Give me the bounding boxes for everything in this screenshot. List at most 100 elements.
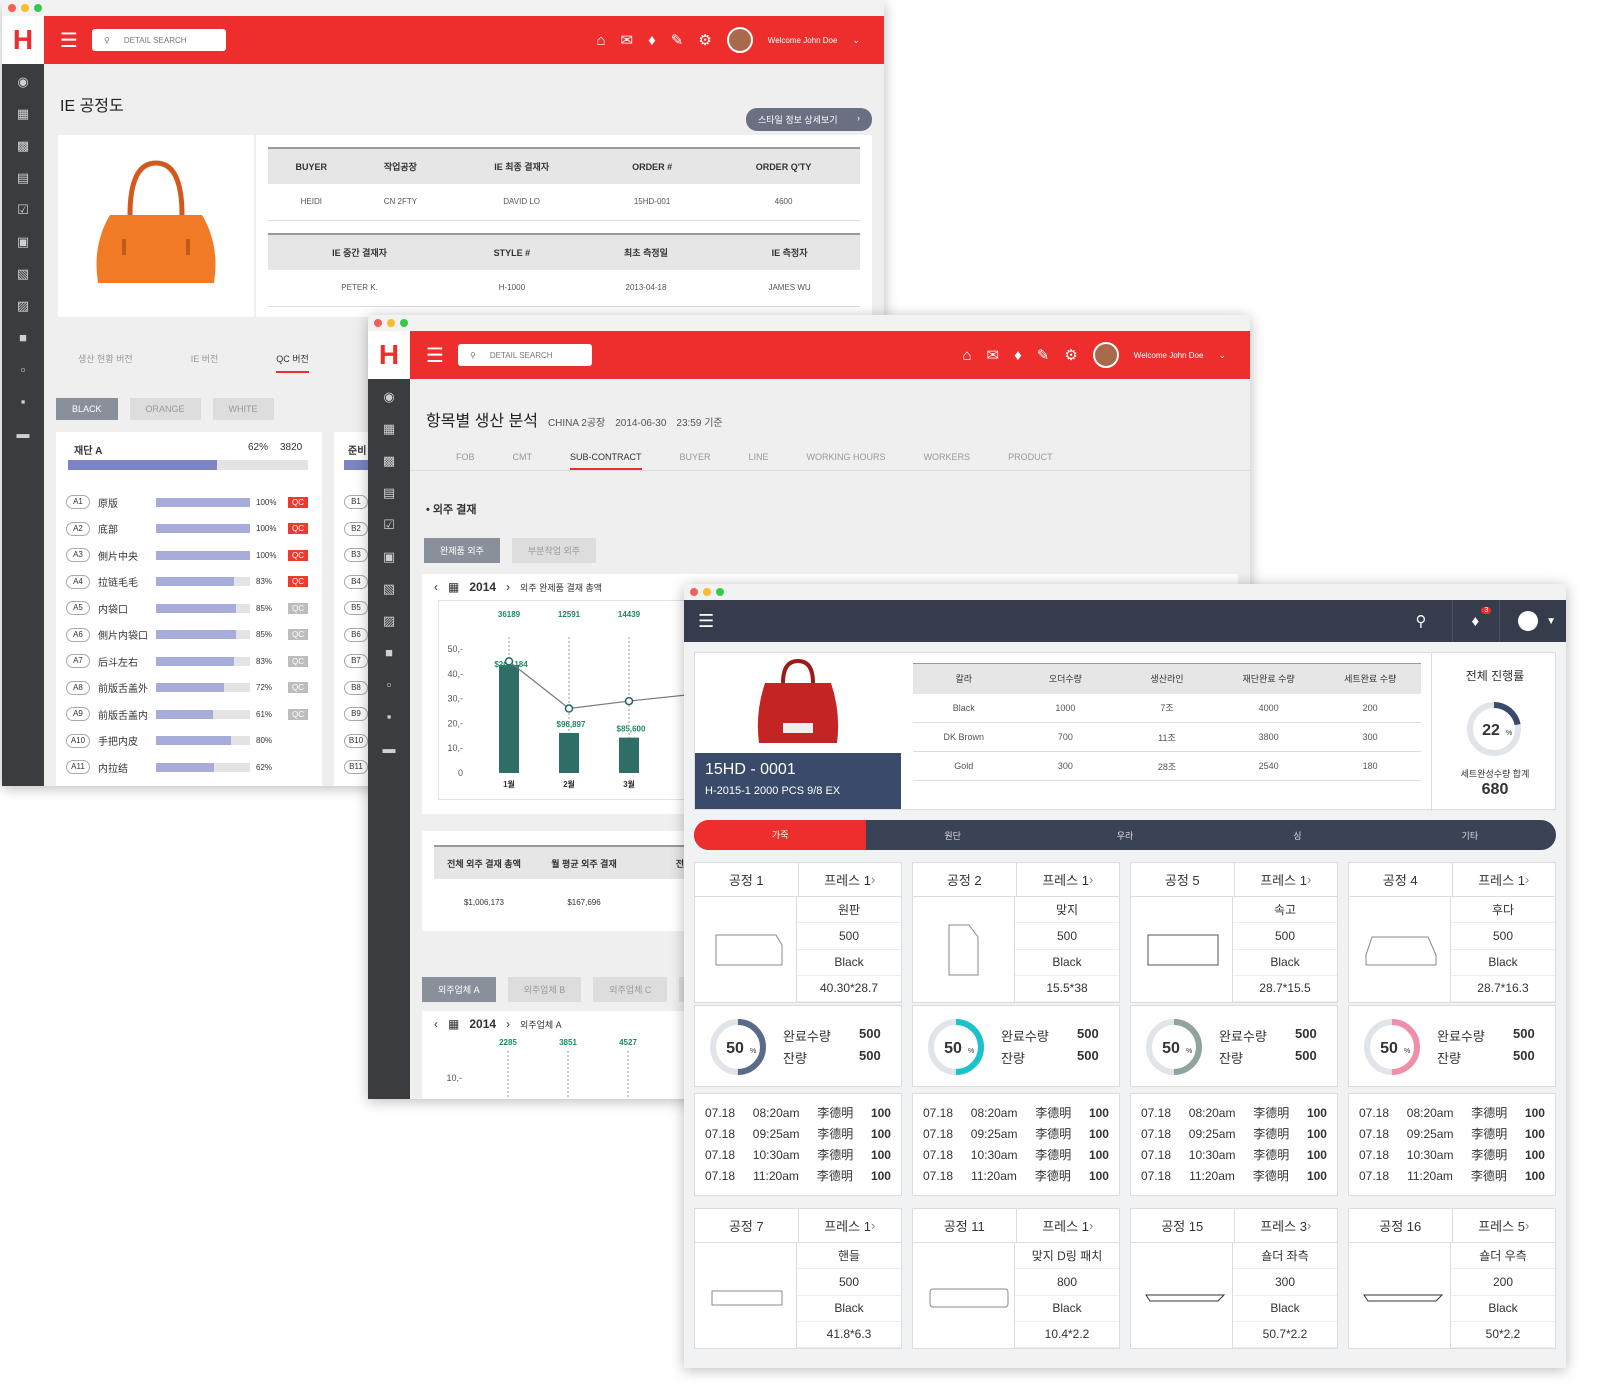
color-chip[interactable]: ORANGE: [130, 398, 201, 420]
maximize-dot[interactable]: [34, 4, 42, 12]
table-row[interactable]: Gold 300 28조 2540 180: [913, 752, 1421, 781]
press-button[interactable]: 프레스 1 ›: [799, 1209, 902, 1242]
checklist-icon[interactable]: ☑: [13, 202, 33, 222]
grid-icon[interactable]: ▩: [13, 138, 33, 158]
process-card[interactable]: 공정 4 프레스 1 › 후다 500 Black 28.7*16.3: [1348, 862, 1556, 1003]
user-avatar[interactable]: [1518, 611, 1538, 631]
process-card[interactable]: 공정 11 프레스 1 › 맞지 D링 패치 800 Black 10.4*2.2: [912, 1208, 1120, 1349]
trend-point[interactable]: [626, 698, 633, 705]
bar[interactable]: [559, 733, 579, 773]
process-card[interactable]: 공정 16 프레스 5 › 숄더 우측 200 Black 50*2.2: [1348, 1208, 1556, 1349]
bag-icon[interactable]: ▣: [13, 234, 33, 254]
chevron-down-icon[interactable]: ⌄: [852, 35, 860, 46]
material-tab[interactable]: 원단: [866, 829, 1038, 842]
image-icon[interactable]: ▫: [13, 362, 33, 382]
trend-point[interactable]: [506, 658, 513, 665]
list-item[interactable]: A1 原版 100% QC: [66, 492, 316, 512]
list-item[interactable]: A10 手把内皮 80%: [66, 731, 316, 751]
chevron-down-icon[interactable]: ⌄: [1218, 350, 1226, 361]
trend-point[interactable]: [566, 705, 573, 712]
close-dot[interactable]: [8, 4, 16, 12]
minimize-dot[interactable]: [21, 4, 29, 12]
search-input[interactable]: ⚲ DETAIL SEARCH: [458, 344, 592, 366]
tab-version[interactable]: IE 버전: [191, 352, 219, 373]
press-button[interactable]: 프레스 5 ›: [1453, 1209, 1556, 1242]
contract-chip[interactable]: 부분작업 외주: [512, 538, 596, 563]
prev-year-icon[interactable]: ‹: [434, 580, 438, 594]
avatar[interactable]: [1093, 342, 1119, 368]
tab-analysis[interactable]: BUYER: [680, 452, 711, 470]
tab-version[interactable]: 생산 현황 버전: [78, 352, 133, 373]
qc-badge[interactable]: QC: [288, 603, 308, 614]
qc-badge[interactable]: QC: [288, 497, 308, 508]
qc-badge[interactable]: QC: [288, 629, 308, 640]
bar[interactable]: [619, 738, 639, 773]
qc-badge[interactable]: QC: [288, 682, 308, 693]
tab-version[interactable]: QC 버전: [276, 352, 309, 373]
globe-icon[interactable]: ◉: [13, 74, 33, 94]
material-tab[interactable]: 기타: [1384, 829, 1556, 842]
image-icon[interactable]: ▫: [379, 677, 399, 697]
menu-icon[interactable]: ☰: [60, 28, 82, 53]
tab-analysis[interactable]: WORKERS: [924, 452, 971, 470]
press-button[interactable]: 프레스 1 ›: [1235, 863, 1338, 896]
tab-analysis[interactable]: LINE: [749, 452, 769, 470]
user-card-icon[interactable]: ■: [13, 330, 33, 350]
table-icon[interactable]: ▬: [379, 741, 399, 761]
press-button[interactable]: 프레스 1 ›: [1453, 863, 1556, 896]
material-tab[interactable]: 가죽: [694, 820, 866, 850]
bell-icon[interactable]: ♦: [648, 32, 656, 49]
table-row[interactable]: Black 1000 7조 4000 200: [913, 694, 1421, 723]
calendar-icon[interactable]: ▦: [13, 106, 33, 126]
app-logo[interactable]: H: [368, 331, 410, 379]
qc-badge[interactable]: QC: [288, 709, 308, 720]
close-dot[interactable]: [374, 319, 382, 327]
list-item[interactable]: A5 内袋口 85% QC: [66, 598, 316, 618]
chart-icon[interactable]: ▪: [379, 709, 399, 729]
app-logo[interactable]: H: [2, 16, 44, 64]
list-item[interactable]: A7 后斗左右 83% QC: [66, 651, 316, 671]
mail-icon[interactable]: ✉: [621, 31, 634, 49]
gear-icon[interactable]: ⚙: [1064, 346, 1077, 364]
color-chip[interactable]: WHITE: [213, 398, 274, 420]
list-item[interactable]: A2 底部 100% QC: [66, 519, 316, 539]
menu-icon[interactable]: ☰: [698, 611, 714, 632]
home-icon[interactable]: ⌂: [596, 32, 605, 49]
calendar-icon[interactable]: ▦: [379, 421, 399, 441]
contract-chip[interactable]: 완제품 외주: [424, 538, 500, 563]
search-icon[interactable]: ⚲: [1415, 612, 1426, 630]
list-item[interactable]: A8 前版舌盖外 72% QC: [66, 678, 316, 698]
layers-icon[interactable]: ▤: [13, 170, 33, 190]
tab-analysis[interactable]: CMT: [513, 452, 533, 470]
process-card[interactable]: 공정 15 프레스 3 › 숄더 좌측 300 Black 50.7*2.2: [1130, 1208, 1338, 1349]
tab-analysis[interactable]: FOB: [456, 452, 475, 470]
style-detail-button[interactable]: 스타일 정보 상세보기 ›: [746, 108, 872, 131]
material-tab[interactable]: 우라: [1039, 829, 1211, 842]
mail-icon[interactable]: ✉: [987, 346, 1000, 364]
grid-icon[interactable]: ▩: [379, 453, 399, 473]
next-year-icon[interactable]: ›: [506, 580, 510, 594]
vendor-chip[interactable]: 외주업체 C: [593, 977, 667, 1002]
menu-icon[interactable]: ☰: [426, 343, 448, 368]
welcome-text[interactable]: Welcome John Doe: [1134, 351, 1204, 360]
welcome-text[interactable]: Welcome John Doe: [768, 36, 838, 45]
qc-badge[interactable]: QC: [288, 656, 308, 667]
report-icon[interactable]: ▧: [13, 266, 33, 286]
truck-icon[interactable]: ▨: [379, 613, 399, 633]
layers-icon[interactable]: ▤: [379, 485, 399, 505]
truck-icon[interactable]: ▨: [13, 298, 33, 318]
material-tab[interactable]: 싱: [1211, 829, 1383, 842]
tab-analysis[interactable]: PRODUCT: [1008, 452, 1053, 470]
process-card[interactable]: 공정 2 프레스 1 › 맞지 500 Black 15.5*38: [912, 862, 1120, 1003]
tab-analysis[interactable]: WORKING HOURS: [807, 452, 886, 470]
bar[interactable]: [499, 665, 519, 773]
process-card[interactable]: 공정 1 프레스 1 › 원판 500 Black 40.30*28.7: [694, 862, 902, 1003]
user-card-icon[interactable]: ■: [379, 645, 399, 665]
pencil-icon[interactable]: ✎: [671, 31, 684, 49]
press-button[interactable]: 프레스 1 ›: [1017, 1209, 1120, 1242]
chart-icon[interactable]: ▪: [13, 394, 33, 414]
bell-icon[interactable]: ♦: [1014, 347, 1022, 364]
globe-icon[interactable]: ◉: [379, 389, 399, 409]
color-chip[interactable]: BLACK: [56, 398, 118, 420]
close-dot[interactable]: [690, 588, 698, 596]
